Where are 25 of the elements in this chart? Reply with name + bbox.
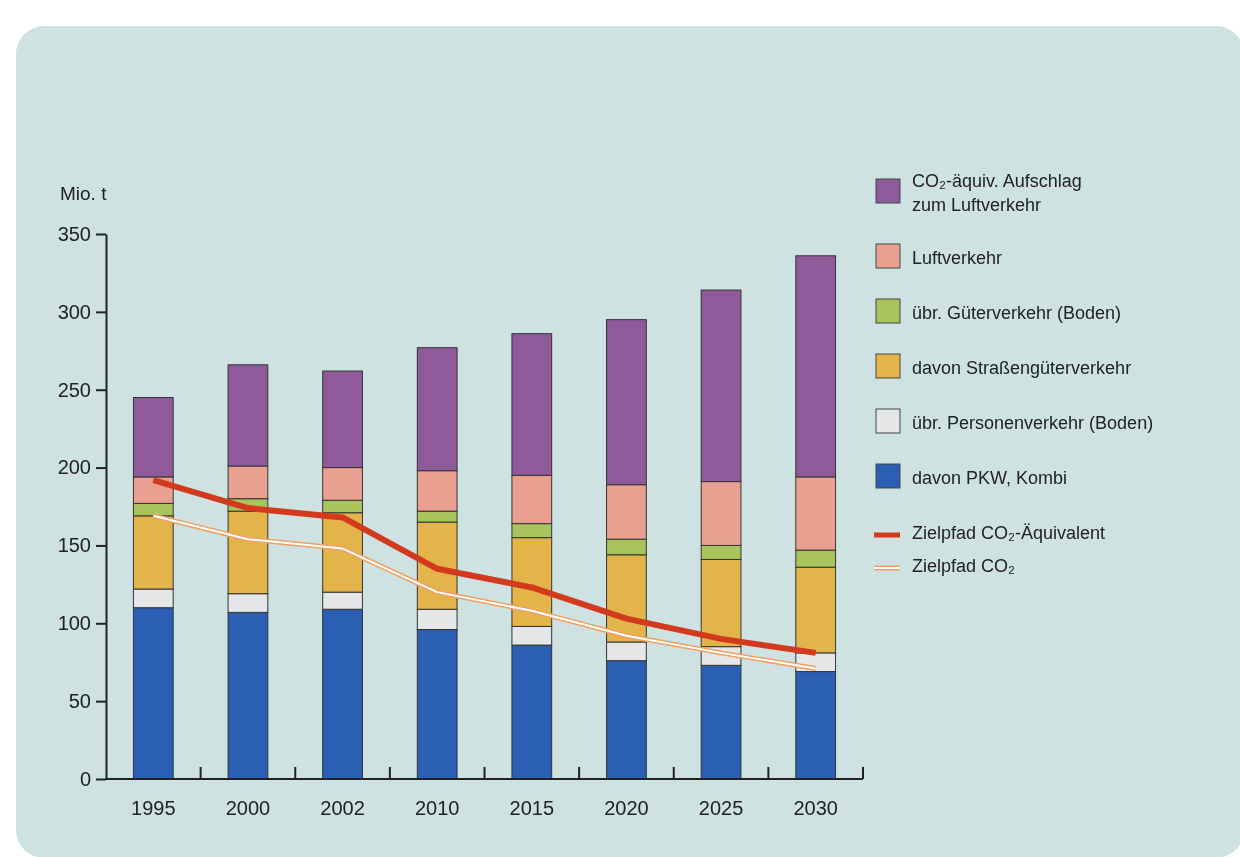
x-tick-label: 2015: [509, 797, 555, 819]
legend-label: CO₂-äquiv. Aufschlag zum Luftverkehr: [912, 171, 1082, 215]
y-tick-label: 300: [57, 300, 91, 323]
legend-label: übr. Personenverkehr (Boden): [912, 413, 1154, 433]
x-tick-label: 2030: [793, 797, 838, 819]
legend-label: übr. Güterverkehr (Boden): [912, 303, 1122, 323]
y-axis-title: Mio. t: [60, 183, 108, 204]
x-tick-label: 2025: [698, 797, 744, 819]
y-tick-label: 0: [79, 767, 91, 790]
legend-label: davon PKW, Kombi: [912, 468, 1068, 488]
legend-label: Zielpfad CO₂-Äquivalent: [912, 523, 1106, 543]
x-tick-label: 2000: [225, 797, 271, 819]
x-tick-label: 2020: [604, 797, 649, 819]
x-tick-label: 2010: [414, 797, 460, 819]
x-tick-label: 1995: [131, 797, 176, 819]
y-tick-label: 200: [57, 456, 91, 479]
y-tick-label: 350: [57, 222, 91, 245]
y-tick-label: 50: [68, 690, 91, 713]
legend-label: davon Straßengüterverkehr: [912, 358, 1132, 378]
legend-label: Zielpfad CO₂: [912, 556, 1016, 576]
y-tick-label: 250: [57, 378, 91, 401]
y-tick-label: 100: [57, 612, 91, 635]
legend-label: Luftverkehr: [912, 248, 1003, 268]
x-tick-label: 2002: [320, 797, 365, 819]
y-tick-label: 150: [57, 534, 91, 557]
